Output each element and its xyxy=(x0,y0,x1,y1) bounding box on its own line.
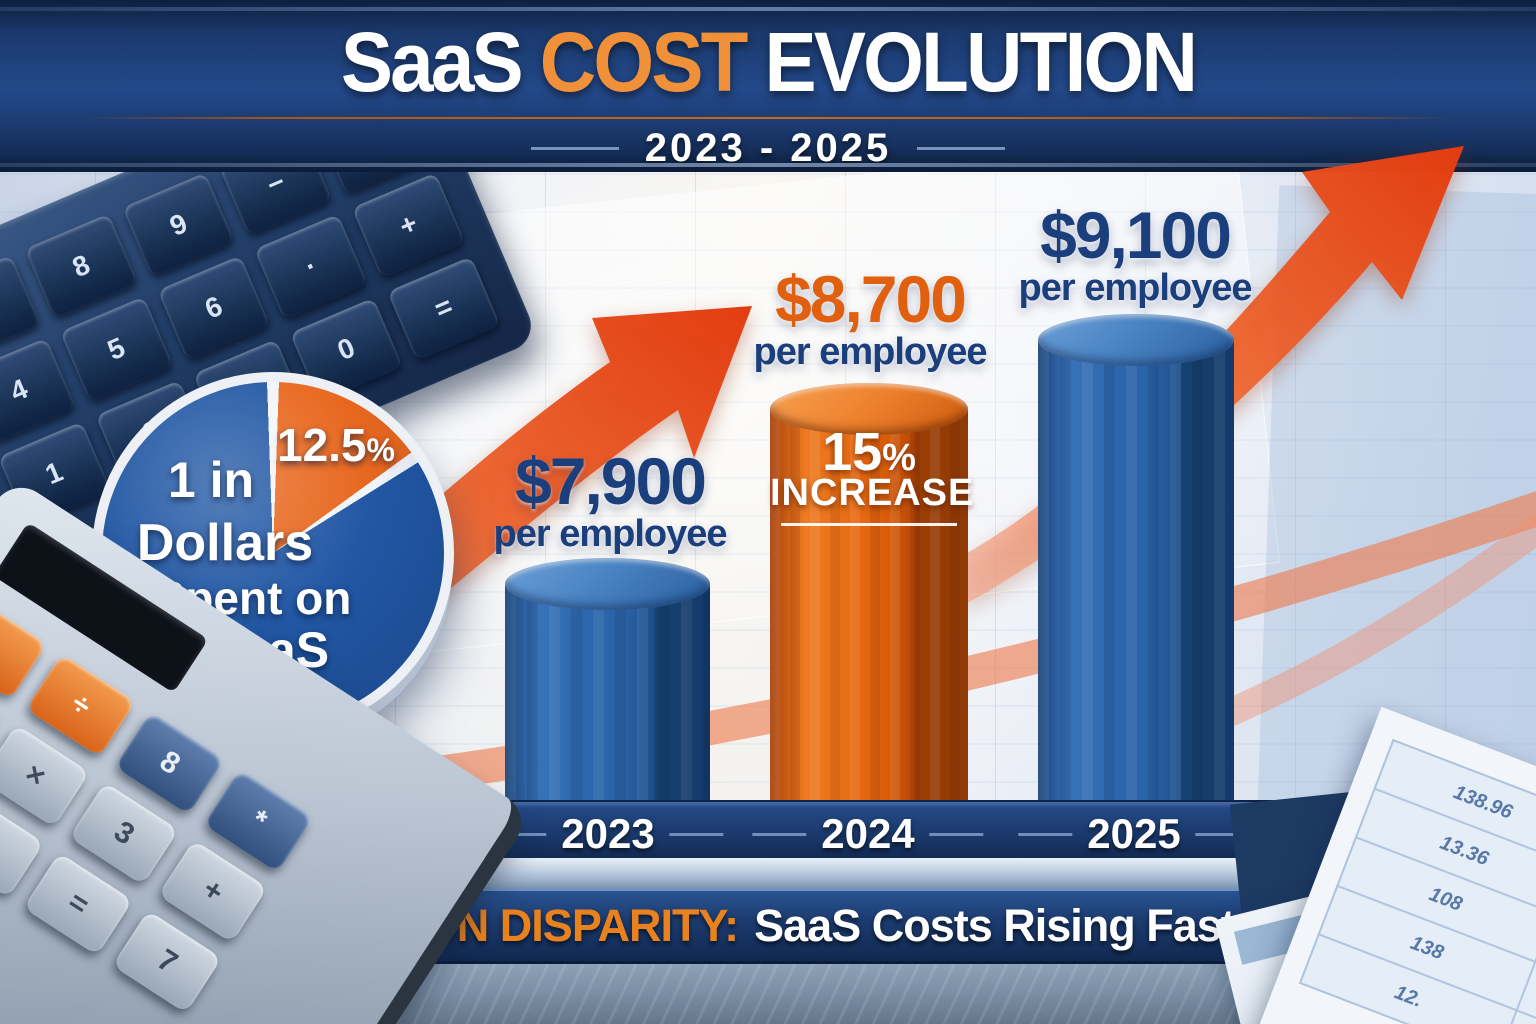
bar-2023-body xyxy=(505,584,710,810)
bar-value-2025: $9,100 xyxy=(1040,198,1232,272)
bar-unit-2024: per employee xyxy=(753,331,988,373)
bar-2025 xyxy=(1038,314,1234,810)
title-divider xyxy=(84,117,1452,119)
page-title: SaaS COST EVOLUTION xyxy=(54,14,1482,111)
title-prefix: SaaS xyxy=(340,15,524,109)
bar-2023-top xyxy=(505,558,710,610)
year-dash xyxy=(1195,832,1250,836)
increase-number: 15 xyxy=(822,422,883,482)
bar-label-2023: $7,900 per employee xyxy=(430,448,790,554)
bar-value-2024: $8,700 xyxy=(775,262,967,336)
year-label-2024: 2024 xyxy=(821,810,915,857)
year-label-2023: 2023 xyxy=(561,810,655,857)
year-dash xyxy=(492,832,547,836)
pie-label-line2: Dollars xyxy=(136,514,314,572)
pie-slice-label: 12.5% xyxy=(277,418,395,472)
pie-label-line1: 1 in xyxy=(167,452,255,508)
year-dash xyxy=(669,832,724,836)
year-label-2025: 2025 xyxy=(1087,810,1181,857)
subtitle-dash-right xyxy=(917,147,1006,150)
bar-2024-top xyxy=(770,383,968,435)
title-suffix: EVOLUTION xyxy=(764,15,1198,109)
year-dash xyxy=(929,832,984,836)
increase-percent-sign: % xyxy=(882,437,916,479)
bar-2024: 15% INCREASE xyxy=(770,383,975,810)
bar-unit-2023: per employee xyxy=(493,513,728,555)
increase-underline xyxy=(781,523,957,526)
year-item-2024: 2024 xyxy=(752,810,984,858)
increase-value: 15% xyxy=(770,421,968,483)
year-item-2023: 2023 xyxy=(492,810,724,858)
bar-label-2024: $8,700 per employee xyxy=(690,266,1050,372)
bar-2024-body xyxy=(770,409,968,810)
pie-slice-value: 12.5 xyxy=(277,419,367,471)
pie-slice-unit: % xyxy=(366,432,395,468)
title-highlight: COST xyxy=(539,15,749,109)
increase-word: INCREASE xyxy=(770,472,975,514)
bar-value-2023: $7,900 xyxy=(515,444,707,518)
bar-2023 xyxy=(505,558,710,810)
year-dash xyxy=(1018,832,1073,836)
bar-2025-top xyxy=(1038,314,1234,366)
bar-unit-2025: per employee xyxy=(1018,267,1253,309)
year-dash xyxy=(752,832,807,836)
bar-2025-body xyxy=(1038,340,1234,810)
bar-label-2025: $9,100 per employee xyxy=(955,202,1315,308)
subtitle-dash-left xyxy=(530,147,619,150)
year-item-2025: 2025 xyxy=(1018,810,1250,858)
banner-text: SaaS Costs Rising Faster xyxy=(754,900,1276,951)
header-band: SaaS COST EVOLUTION 2023 - 2025 xyxy=(0,0,1536,172)
